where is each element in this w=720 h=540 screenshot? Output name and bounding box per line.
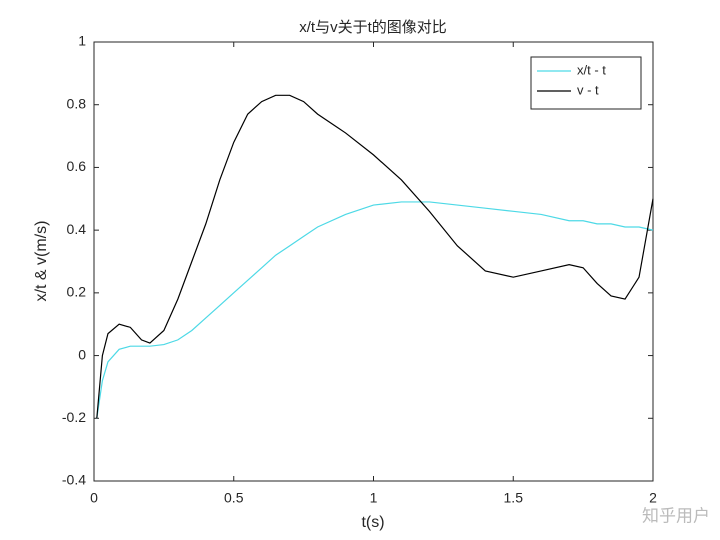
y-tick-label: 0.8 (67, 95, 87, 111)
x-axis-label: t(s) (361, 514, 384, 531)
x-tick-label: 0.5 (224, 490, 244, 506)
legend-label: v - t (577, 82, 599, 97)
line (96, 201, 654, 419)
legend-label: x/t - t (577, 62, 606, 77)
y-tick-label: 0.6 (67, 158, 87, 174)
y-tick-label: 0.4 (67, 221, 87, 237)
plot-area (93, 41, 654, 482)
y-tick-label: -0.4 (62, 472, 86, 488)
x-tick-label: 1.5 (504, 490, 524, 506)
y-tick-label: -0.2 (62, 409, 86, 425)
x-tick-label: 1 (370, 490, 378, 506)
y-tick-label: 0.2 (67, 284, 87, 300)
line (96, 94, 654, 419)
y-axis-label: x/t & v(m/s) (33, 221, 50, 302)
watermark: 知乎用户 (642, 506, 710, 525)
legend-box (530, 56, 642, 110)
x-tick-label: 0 (90, 490, 98, 506)
x-tick-label: 2 (649, 490, 657, 506)
chart-title: x/t与v关于t的图像对比 (299, 19, 447, 36)
y-tick-label: 0 (78, 346, 86, 362)
y-tick-label: 1 (78, 33, 86, 49)
